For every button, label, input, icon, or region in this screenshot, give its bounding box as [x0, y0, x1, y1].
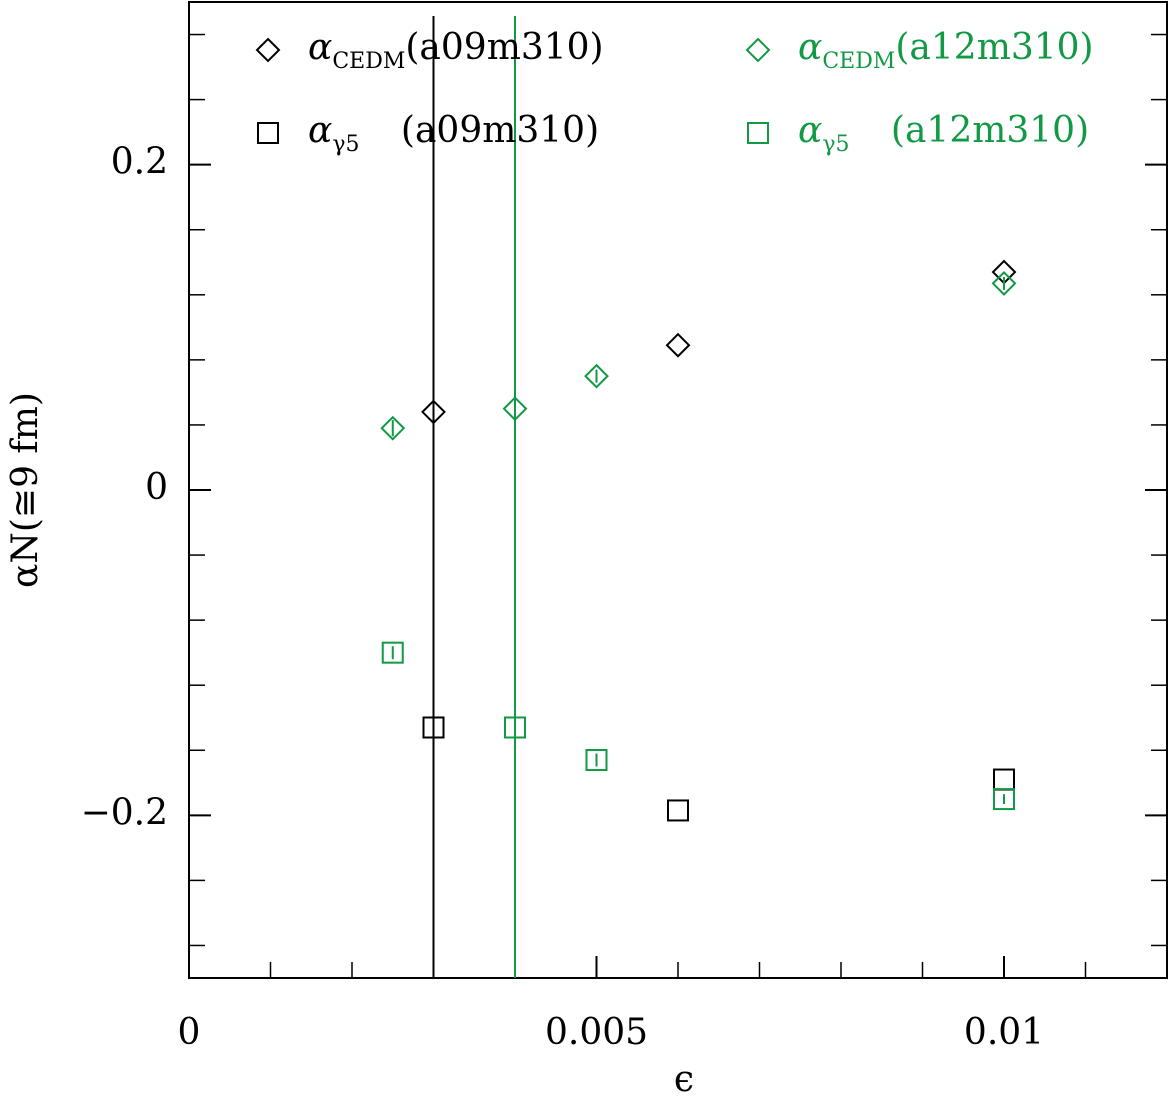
data-point [504, 716, 526, 739]
legend-label: αγ5 (a09m310) [308, 110, 599, 157]
data-point [665, 332, 691, 358]
data-point [380, 415, 406, 441]
data-point [585, 749, 608, 772]
y-tick-label: 0 [145, 467, 168, 508]
data-point [993, 788, 1015, 811]
x-axis-label: ϵ [674, 1059, 694, 1100]
legend-marker [257, 122, 279, 144]
legend-label: αγ5 (a12m310) [798, 110, 1089, 157]
data-point [993, 768, 1015, 791]
data-point [422, 716, 445, 739]
x-tick-label: 0 [178, 1012, 201, 1053]
y-tick-label: −0.2 [81, 792, 168, 833]
x-tick-label: 0.01 [964, 1012, 1044, 1053]
data-point [381, 641, 404, 664]
legend-marker [745, 37, 771, 63]
data-point [667, 799, 689, 822]
x-tick-label: 0.005 [545, 1012, 648, 1053]
data-point [584, 363, 609, 389]
data-point [421, 399, 446, 425]
data-point [991, 270, 1017, 296]
legend-label: αCEDM(a12m310) [798, 27, 1094, 74]
legend-marker [255, 37, 281, 63]
y-tick-label: 0.2 [111, 142, 168, 183]
y-axis-label: αN(≅9 fm) [5, 392, 46, 588]
legend-marker [747, 122, 769, 144]
legend-label: αCEDM(a09m310) [308, 27, 604, 74]
data-point [502, 396, 528, 422]
